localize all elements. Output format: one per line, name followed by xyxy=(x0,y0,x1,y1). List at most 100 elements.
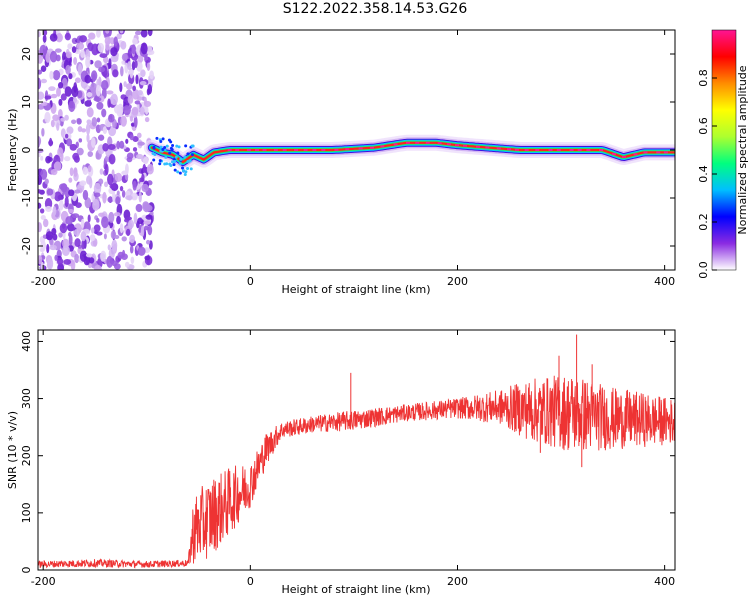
snr-x-label: Height of straight line (km) xyxy=(281,583,430,596)
noise-blob xyxy=(71,46,77,53)
noise-blob xyxy=(63,258,72,265)
noise-blob xyxy=(110,93,118,106)
onset-blob xyxy=(175,144,179,148)
noise-blob xyxy=(106,90,114,95)
noise-blob xyxy=(47,257,54,270)
noise-blob xyxy=(65,51,72,59)
noise-blob xyxy=(38,152,41,158)
onset-blob xyxy=(159,139,163,143)
noise-blob xyxy=(74,189,81,194)
colorbar-label: Normalized spectral amplitude xyxy=(736,65,749,234)
noise-blob xyxy=(104,36,111,46)
noise-blob xyxy=(125,216,132,221)
noise-blob xyxy=(139,106,145,115)
onset-blob xyxy=(186,152,190,156)
noise-blob xyxy=(58,98,63,106)
noise-blob xyxy=(112,69,119,78)
noise-blob xyxy=(136,220,140,229)
noise-blob xyxy=(136,96,143,101)
noise-blob xyxy=(54,48,62,53)
noise-blob xyxy=(44,178,49,185)
noise-blob xyxy=(49,70,54,80)
noise-blob xyxy=(98,66,106,73)
noise-blob xyxy=(108,248,116,259)
noise-blob xyxy=(52,114,60,121)
noise-blob xyxy=(120,115,127,127)
noise-blob xyxy=(38,255,43,265)
noise-blob xyxy=(123,105,131,116)
noise-blob xyxy=(121,170,129,176)
onset-blob xyxy=(173,168,177,172)
noise-blob xyxy=(64,186,71,198)
noise-blob xyxy=(119,185,124,192)
noise-blob xyxy=(125,83,133,90)
noise-blob xyxy=(68,177,73,183)
noise-blob xyxy=(82,189,89,201)
noise-blob xyxy=(108,113,115,123)
noise-blob xyxy=(38,91,45,100)
noise-blob xyxy=(149,70,154,80)
noise-blob xyxy=(96,117,101,123)
snr-x-ticks: -200 0 200 400 xyxy=(31,330,675,588)
noise-blob xyxy=(143,220,151,225)
colorbar-tick-label: 0.4 xyxy=(697,165,710,183)
noise-blob xyxy=(38,69,43,75)
noise-blob xyxy=(52,206,57,216)
noise-blob xyxy=(143,225,149,231)
noise-blob xyxy=(98,212,105,217)
noise-blob xyxy=(134,100,141,105)
noise-blob xyxy=(134,30,142,36)
noise-blob xyxy=(69,167,74,177)
noise-blob xyxy=(79,35,88,43)
noise-blob xyxy=(127,61,132,71)
snr-y-tick-label: 200 xyxy=(20,445,33,466)
noise-blob xyxy=(125,190,131,197)
onset-blob xyxy=(190,153,194,157)
noise-blob xyxy=(45,52,51,63)
noise-blob xyxy=(38,77,42,90)
noise-blob xyxy=(144,255,151,261)
noise-blob xyxy=(38,189,43,194)
noise-blob xyxy=(125,228,131,237)
noise-blob xyxy=(39,208,45,214)
noise-blob xyxy=(111,239,118,252)
noise-blob xyxy=(68,226,76,231)
noise-blob xyxy=(40,215,46,220)
noise-blob xyxy=(81,239,85,250)
noise-blob xyxy=(48,86,56,92)
noise-blob xyxy=(94,60,102,69)
noise-blob xyxy=(146,45,153,56)
noise-blob xyxy=(58,232,63,238)
snr-y-tick-label: 300 xyxy=(20,388,33,409)
noise-blob xyxy=(137,132,142,139)
onset-blob xyxy=(163,146,167,150)
noise-blob xyxy=(140,42,148,55)
noise-blob xyxy=(60,93,67,101)
noise-blob xyxy=(71,85,79,98)
noise-blob xyxy=(50,93,58,99)
spectrogram-y-ticks: -20 -10 0 10 20 xyxy=(20,47,675,255)
noise-blob xyxy=(119,223,124,234)
noise-blob xyxy=(70,260,76,270)
noise-blob xyxy=(88,257,95,264)
noise-blob xyxy=(147,30,153,37)
noise-blob xyxy=(82,166,89,175)
noise-blob xyxy=(104,181,109,188)
noise-blob xyxy=(56,257,64,265)
onset-blob xyxy=(176,151,180,155)
noise-blob xyxy=(49,50,58,63)
noise-blob xyxy=(116,190,120,196)
noise-blob xyxy=(87,214,91,223)
noise-blob xyxy=(39,247,45,253)
noise-blob xyxy=(55,32,63,43)
onset-blob xyxy=(177,145,181,149)
noise-blob xyxy=(68,209,74,214)
noise-blob xyxy=(96,30,101,38)
noise-blob xyxy=(121,190,126,198)
onset-blob xyxy=(176,170,180,174)
noise-blob xyxy=(102,142,109,152)
noise-blob xyxy=(39,44,47,57)
noise-blob xyxy=(129,134,134,141)
noise-blob xyxy=(38,135,42,147)
noise-blob xyxy=(75,202,82,209)
